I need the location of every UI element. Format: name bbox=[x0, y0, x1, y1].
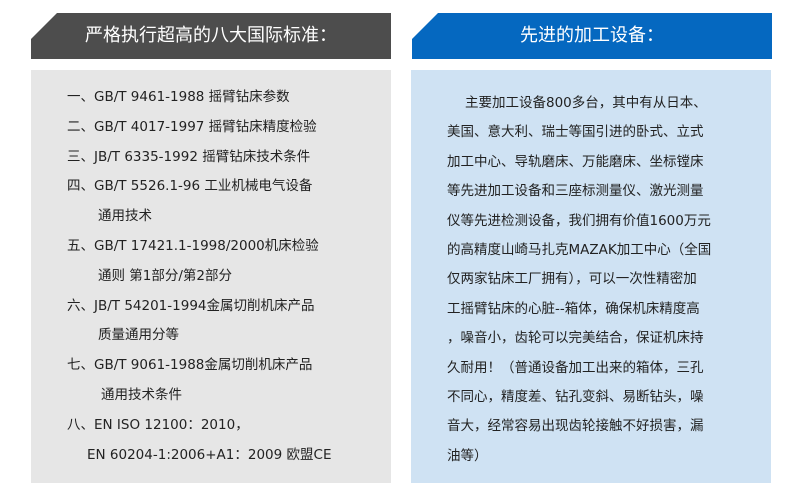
standard-item: 六、JB/T 54201-1994金属切削机床产品 bbox=[67, 297, 315, 314]
equipment-text-line: 的高精度山崎马扎克MAZAK加工中心（全国 bbox=[447, 242, 712, 258]
equipment-text-line: 工摇臂钻床的心脏--箱体，确保机床精度高 bbox=[447, 300, 700, 317]
standard-item: 八、EN ISO 12100：2010， bbox=[67, 416, 249, 433]
equipment-text-line: 油等） bbox=[447, 447, 488, 464]
equipment-text-line: 仪等先进检测设备，我们拥有价值1600万元 bbox=[447, 212, 711, 229]
standard-item: 通用技术条件 bbox=[101, 387, 182, 403]
standard-item: EN 60204-1:2006+A1：2009 欧盟CE bbox=[87, 446, 332, 463]
standard-item: 七、GB/T 9061-1988金属切削机床产品 bbox=[67, 357, 313, 374]
equipment-header: 先进的加工设备： bbox=[412, 13, 772, 59]
equipment-text-line: ，噪音小，齿轮可以完美结合，保证机床持 bbox=[447, 330, 704, 347]
standard-item: 通则 第1部分/第2部分 bbox=[98, 267, 233, 284]
equipment-text-line: 久耐用！（普通设备加工出来的箱体，三孔 bbox=[447, 359, 704, 376]
equipment-text-line: 等先进加工设备和三座标测量仪、激光测量 bbox=[447, 183, 704, 200]
standard-item: 通用技术 bbox=[98, 208, 152, 225]
standard-item: 一、GB/T 9461-1988 摇臂钻床参数 bbox=[67, 89, 290, 105]
standard-item: 五、GB/T 17421.1-1998/2000机床检验 bbox=[67, 238, 319, 254]
standard-item: 三、JB/T 6335-1992 摇臂钻床技术条件 bbox=[67, 148, 311, 165]
standard-item: 二、GB/T 4017-1997 摇臂钻床精度检验 bbox=[67, 118, 317, 135]
equipment-panel: 主要加工设备800多台，其中有从日本、美国、意大利、瑞士等国引进的卧式、立式 加工… bbox=[411, 70, 771, 483]
equipment-text-line: 仅两家钻床工厂拥有），可以一次性精密加 bbox=[447, 271, 697, 288]
equipment-text-line: 音大，经常容易出现齿轮接触不好损害，漏 bbox=[447, 418, 704, 435]
equipment-text-line: 主要加工设备800多台，其中有从日本、 bbox=[465, 95, 707, 111]
standard-item: 质量通用分等 bbox=[98, 327, 179, 344]
standards-header: 严格执行超高的八大国际标准： bbox=[31, 13, 391, 59]
equipment-text-line: 不同心，精度差、钻孔变斜、易断钻头，噪 bbox=[447, 389, 704, 405]
equipment-text-line: 加工中心、导轨磨床、万能磨床、坐标镗床 bbox=[447, 153, 704, 170]
standards-panel: 一、GB/T 9461-1988 摇臂钻床参数二、GB/T 4017-1997 … bbox=[31, 70, 391, 483]
standard-item: 四、GB/T 5526.1-96 工业机械电气设备 bbox=[67, 178, 313, 195]
equipment-text-line: 美国、意大利、瑞士等国引进的卧式、立式 bbox=[447, 124, 704, 141]
